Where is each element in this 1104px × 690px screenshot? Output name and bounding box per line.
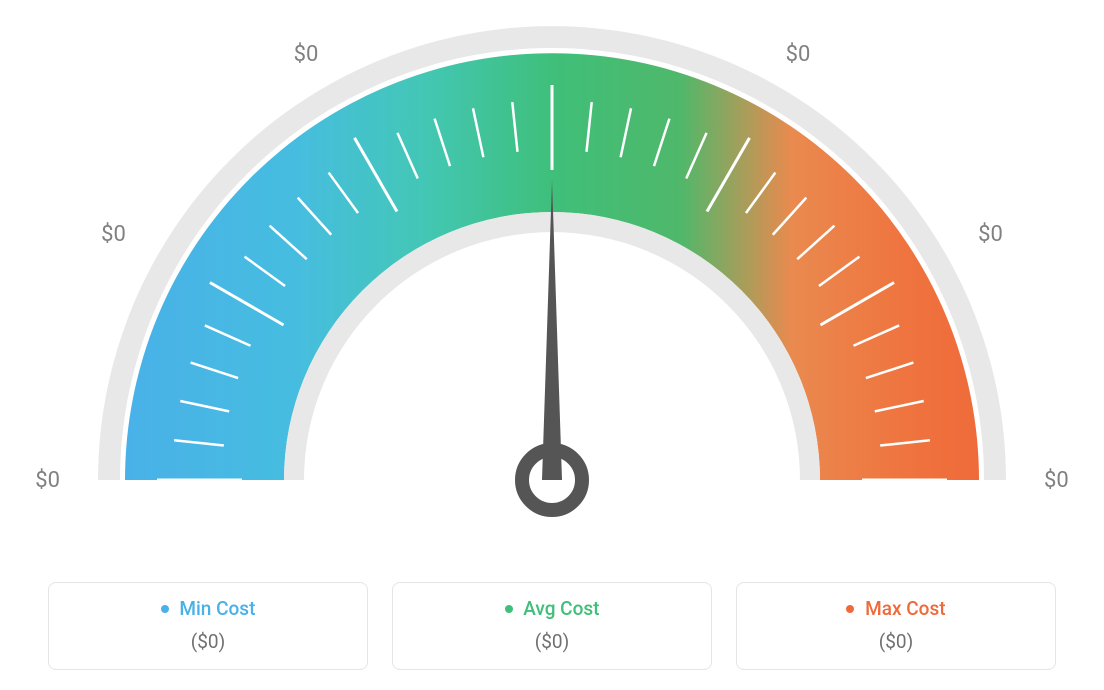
gauge-tick-label: $0 xyxy=(1044,468,1069,493)
gauge-tick-label: $0 xyxy=(35,468,60,493)
gauge-tick-label: $0 xyxy=(978,222,1003,247)
legend-title-max: Max Cost xyxy=(755,597,1037,620)
legend-label-avg: Avg Cost xyxy=(523,597,599,620)
gauge-tick-label: $0 xyxy=(786,42,811,67)
gauge-tick-label: $0 xyxy=(294,42,319,67)
legend-dot-max xyxy=(846,605,854,613)
legend-value-avg: ($0) xyxy=(411,630,693,653)
legend-label-min: Min Cost xyxy=(179,597,255,620)
legend-card-max: Max Cost ($0) xyxy=(736,582,1056,670)
legend-label-max: Max Cost xyxy=(865,597,945,620)
legend-value-min: ($0) xyxy=(67,630,349,653)
legend-title-min: Min Cost xyxy=(67,597,349,620)
gauge-svg: $0 $0 $0 $0 $0 $0 $0 xyxy=(0,0,1104,560)
gauge-tick-label: $0 xyxy=(540,0,565,1)
gauge-tick-label: $0 xyxy=(101,222,126,247)
legend-card-avg: Avg Cost ($0) xyxy=(392,582,712,670)
legend-title-avg: Avg Cost xyxy=(411,597,693,620)
legend-card-min: Min Cost ($0) xyxy=(48,582,368,670)
gauge-area: $0 $0 $0 $0 $0 $0 $0 xyxy=(0,0,1104,560)
legend-row: Min Cost ($0) Avg Cost ($0) Max Cost ($0… xyxy=(0,582,1104,670)
gauge-cost-chart: $0 $0 $0 $0 $0 $0 $0 Min Cost ($0) Avg Cost ($… xyxy=(0,0,1104,690)
legend-dot-avg xyxy=(505,605,513,613)
legend-value-max: ($0) xyxy=(755,630,1037,653)
legend-dot-min xyxy=(161,605,169,613)
